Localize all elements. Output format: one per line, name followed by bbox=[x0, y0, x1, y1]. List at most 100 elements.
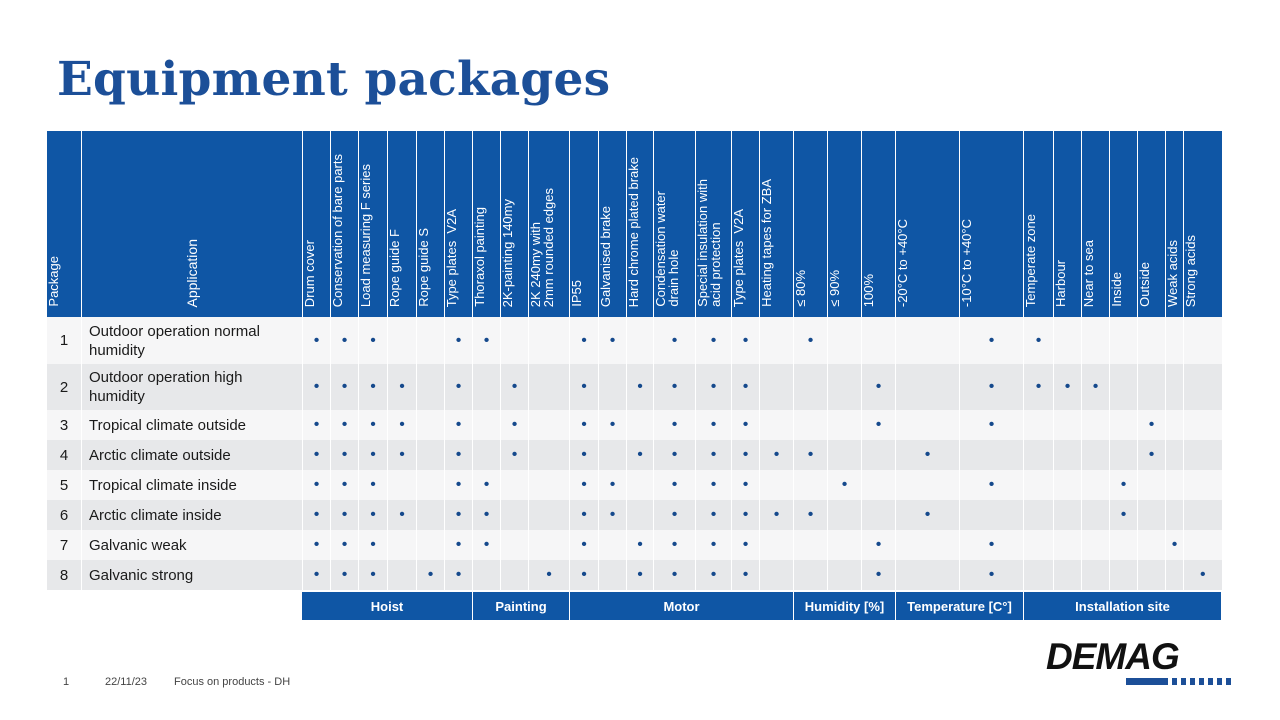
column-header-12-label: Condensation water drain hole bbox=[653, 191, 682, 307]
empty-cell bbox=[1023, 560, 1054, 590]
footer-date: 22/11/23 bbox=[105, 676, 148, 688]
check-dot-icon: • bbox=[1137, 410, 1166, 440]
empty-cell bbox=[827, 500, 862, 530]
check-dot-icon: • bbox=[569, 560, 599, 590]
empty-cell bbox=[1183, 317, 1222, 364]
check-dot-icon: • bbox=[500, 440, 529, 470]
empty-cell bbox=[472, 364, 501, 410]
empty-cell bbox=[598, 364, 627, 410]
column-header-17: ≤ 90% bbox=[827, 131, 862, 317]
column-header-25: Outside bbox=[1137, 131, 1166, 317]
empty-cell bbox=[827, 530, 862, 560]
empty-cell bbox=[827, 560, 862, 590]
group-label-3: Humidity [%] bbox=[793, 592, 895, 620]
check-dot-icon: • bbox=[731, 317, 760, 364]
empty-cell bbox=[1053, 560, 1082, 590]
empty-cell bbox=[1137, 364, 1166, 410]
package-number: 7 bbox=[46, 530, 82, 560]
empty-cell bbox=[416, 410, 445, 440]
empty-cell bbox=[827, 317, 862, 364]
package-header: Package bbox=[46, 131, 82, 317]
package-number: 1 bbox=[46, 317, 82, 364]
check-dot-icon: • bbox=[444, 560, 473, 590]
empty-cell bbox=[387, 560, 417, 590]
empty-cell bbox=[1137, 470, 1166, 500]
empty-cell bbox=[759, 560, 794, 590]
empty-cell bbox=[416, 440, 445, 470]
column-header-27: Strong acids bbox=[1183, 131, 1222, 317]
package-number: 2 bbox=[46, 364, 82, 410]
empty-cell bbox=[1109, 440, 1138, 470]
application-name: Arctic climate outside bbox=[81, 440, 303, 470]
check-dot-icon: • bbox=[302, 364, 331, 410]
check-dot-icon: • bbox=[731, 440, 760, 470]
check-dot-icon: • bbox=[731, 470, 760, 500]
empty-cell bbox=[1183, 500, 1222, 530]
column-header-1-label: Conservation of bare parts bbox=[330, 153, 346, 307]
column-header-23: Near to sea bbox=[1081, 131, 1110, 317]
empty-cell bbox=[793, 410, 828, 440]
empty-cell bbox=[861, 440, 896, 470]
empty-cell bbox=[1165, 364, 1184, 410]
check-dot-icon: • bbox=[653, 410, 696, 440]
empty-cell bbox=[895, 410, 960, 440]
check-dot-icon: • bbox=[653, 440, 696, 470]
check-dot-icon: • bbox=[569, 500, 599, 530]
table-row: 1 Outdoor operation normal humidity • • • • • •… bbox=[46, 317, 1222, 364]
check-dot-icon: • bbox=[1053, 364, 1082, 410]
empty-cell bbox=[759, 530, 794, 560]
column-header-19: -20°C to +40°C bbox=[895, 131, 960, 317]
check-dot-icon: • bbox=[626, 530, 654, 560]
column-header-7: 2K-painting 140my bbox=[500, 131, 529, 317]
package-header-label: Package bbox=[46, 256, 61, 307]
empty-cell bbox=[827, 440, 862, 470]
check-dot-icon: • bbox=[569, 440, 599, 470]
application-name: Galvanic weak bbox=[81, 530, 303, 560]
column-header-9: IP55 bbox=[569, 131, 599, 317]
column-header-26-label: Weak acids bbox=[1165, 240, 1181, 307]
check-dot-icon: • bbox=[472, 470, 501, 500]
empty-cell bbox=[1081, 560, 1110, 590]
column-header-5: Type plates V2A bbox=[444, 131, 473, 317]
empty-cell bbox=[793, 560, 828, 590]
column-header-24-label: Inside bbox=[1109, 272, 1125, 307]
column-header-16-label: ≤ 80% bbox=[793, 270, 809, 307]
empty-cell bbox=[1081, 500, 1110, 530]
package-number: 5 bbox=[46, 470, 82, 500]
application-name: Outdoor operation high humidity bbox=[81, 364, 303, 410]
check-dot-icon: • bbox=[895, 500, 960, 530]
check-dot-icon: • bbox=[444, 410, 473, 440]
check-dot-icon: • bbox=[959, 364, 1024, 410]
empty-cell bbox=[1053, 470, 1082, 500]
column-header-26: Weak acids bbox=[1165, 131, 1184, 317]
empty-cell bbox=[387, 470, 417, 500]
equipment-table: Package Application Drum cover Conservation… bbox=[46, 131, 1222, 590]
column-header-22: Harbour bbox=[1053, 131, 1082, 317]
column-header-16: ≤ 80% bbox=[793, 131, 828, 317]
empty-cell bbox=[1081, 470, 1110, 500]
package-number: 8 bbox=[46, 560, 82, 590]
empty-cell bbox=[1053, 500, 1082, 530]
check-dot-icon: • bbox=[959, 470, 1024, 500]
group-label-5: Installation site bbox=[1023, 592, 1221, 620]
empty-cell bbox=[1053, 440, 1082, 470]
empty-cell bbox=[1183, 440, 1222, 470]
empty-cell bbox=[1109, 364, 1138, 410]
empty-cell bbox=[416, 530, 445, 560]
empty-cell bbox=[472, 560, 501, 590]
empty-cell bbox=[1053, 410, 1082, 440]
check-dot-icon: • bbox=[1081, 364, 1110, 410]
empty-cell bbox=[1137, 317, 1166, 364]
column-header-13: Special insulation with acid protection bbox=[695, 131, 732, 317]
check-dot-icon: • bbox=[598, 500, 627, 530]
empty-cell bbox=[959, 500, 1024, 530]
check-dot-icon: • bbox=[358, 317, 388, 364]
column-header-21: Temperate zone bbox=[1023, 131, 1054, 317]
empty-cell bbox=[1165, 560, 1184, 590]
empty-cell bbox=[1081, 317, 1110, 364]
check-dot-icon: • bbox=[358, 560, 388, 590]
empty-cell bbox=[1109, 317, 1138, 364]
column-header-3-label: Rope guide F bbox=[387, 228, 403, 307]
column-header-3: Rope guide F bbox=[387, 131, 417, 317]
package-number: 3 bbox=[46, 410, 82, 440]
